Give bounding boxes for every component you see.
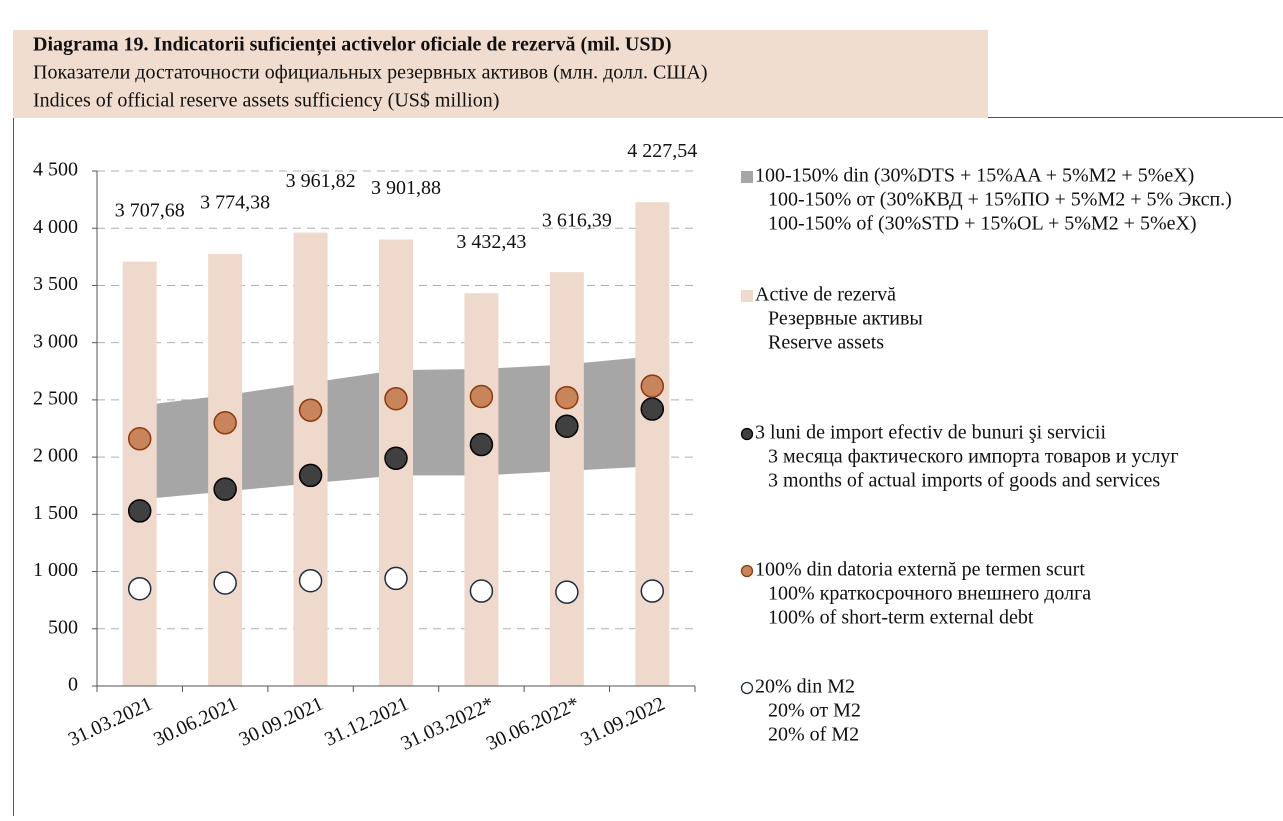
value-label: 3 901,88 — [371, 177, 441, 199]
dot — [213, 411, 237, 435]
y-tick-label: 4 500 — [33, 159, 78, 181]
bar — [549, 272, 584, 686]
bar — [635, 202, 670, 687]
legend-marker — [740, 427, 754, 441]
value-label: 3 961,82 — [286, 170, 356, 192]
bar — [122, 261, 157, 686]
y-tick-label: 3 000 — [33, 330, 78, 352]
bar — [208, 254, 243, 686]
bar — [293, 232, 328, 686]
dot — [640, 397, 665, 421]
legend-label: 20% от М2 — [768, 700, 861, 722]
x-tick-label: 31.09.2022 — [577, 693, 668, 751]
dot — [127, 499, 152, 523]
value-label: 3 616,39 — [542, 210, 612, 232]
legend-label: Active de rezervă — [755, 284, 896, 306]
legend-label: 100-150% din (30%DTS + 15%AA + 5%M2 + 5%… — [755, 165, 1194, 187]
y-tick-label: 1 000 — [33, 559, 78, 581]
x-tick-label: 30.09.2021 — [236, 693, 327, 751]
x-tick-label: 31.03.2021 — [65, 693, 156, 751]
value-label: 3 432,43 — [456, 231, 526, 253]
dot — [384, 386, 408, 411]
title-box — [13, 30, 988, 118]
dot — [213, 571, 237, 595]
dot — [469, 432, 494, 457]
y-tick-label: 4 000 — [33, 216, 78, 238]
dot — [555, 414, 579, 438]
y-tick-label: 3 500 — [33, 273, 78, 295]
legend-label: 100% краткосрочного внешнего долга — [768, 583, 1091, 605]
legend-label: 100-150% от (30%КВД + 15%ПО + 5%М2 + 5% … — [768, 189, 1232, 211]
legend-label: 3 месяца фактического импорта товаров и … — [768, 446, 1179, 468]
dot — [298, 568, 323, 593]
dot — [469, 384, 494, 409]
legend-label: 3 months of actual imports of goods and … — [768, 470, 1160, 492]
dot — [127, 576, 152, 601]
x-tick-label: 30.06.2021 — [150, 693, 241, 751]
bar — [464, 293, 499, 686]
legend-label: 20% of M2 — [768, 724, 859, 746]
dot — [213, 477, 237, 501]
x-tick-label: 31.03.2022* — [398, 693, 498, 755]
x-tick-label: 30.06.2022* — [483, 693, 583, 755]
legend-label: 20% din M2 — [755, 676, 855, 698]
legend-label: 3 luni de import efectiv de bunuri şi se… — [755, 422, 1106, 444]
x-tick-label: 31.12.2021 — [321, 693, 412, 751]
y-tick-label: 1 500 — [33, 502, 78, 524]
chart-title: Diagrama 19. Indicatorii suficienței act… — [33, 34, 672, 57]
legend-label: 100% of short-term external debt — [768, 607, 1034, 629]
dot — [640, 374, 665, 398]
dot — [127, 427, 152, 451]
dot — [469, 579, 494, 603]
dot — [298, 398, 323, 422]
subtitle: Indices of official reserve assets suffi… — [33, 90, 499, 112]
y-tick-label: 0 — [68, 674, 78, 696]
value-label: 3 774,38 — [200, 192, 270, 214]
legend-label: Резервные активы — [768, 308, 923, 330]
legend-marker — [740, 564, 754, 578]
y-tick-label: 500 — [48, 616, 78, 638]
dot — [555, 385, 579, 410]
subtitle: Показатели достаточности официальных рез… — [33, 62, 708, 84]
y-tick-label: 2 000 — [33, 445, 78, 467]
legend-marker — [741, 171, 753, 183]
value-label: 4 227,54 — [627, 140, 697, 162]
legend-label: 100-150% of (30%STD + 15%OL + 5%M2 + 5%e… — [768, 213, 1197, 235]
dot — [384, 566, 408, 591]
dot — [555, 580, 579, 604]
value-label: 3 707,68 — [115, 199, 185, 221]
dot — [384, 446, 408, 471]
legend-label: Reserve assets — [768, 332, 884, 354]
legend-marker — [741, 290, 753, 302]
legend-marker — [740, 681, 754, 695]
dot — [298, 463, 323, 488]
legend-label: 100% din datoria externă pe termen scurt — [755, 559, 1085, 581]
y-tick-label: 2 500 — [33, 387, 78, 409]
dot — [640, 579, 665, 603]
